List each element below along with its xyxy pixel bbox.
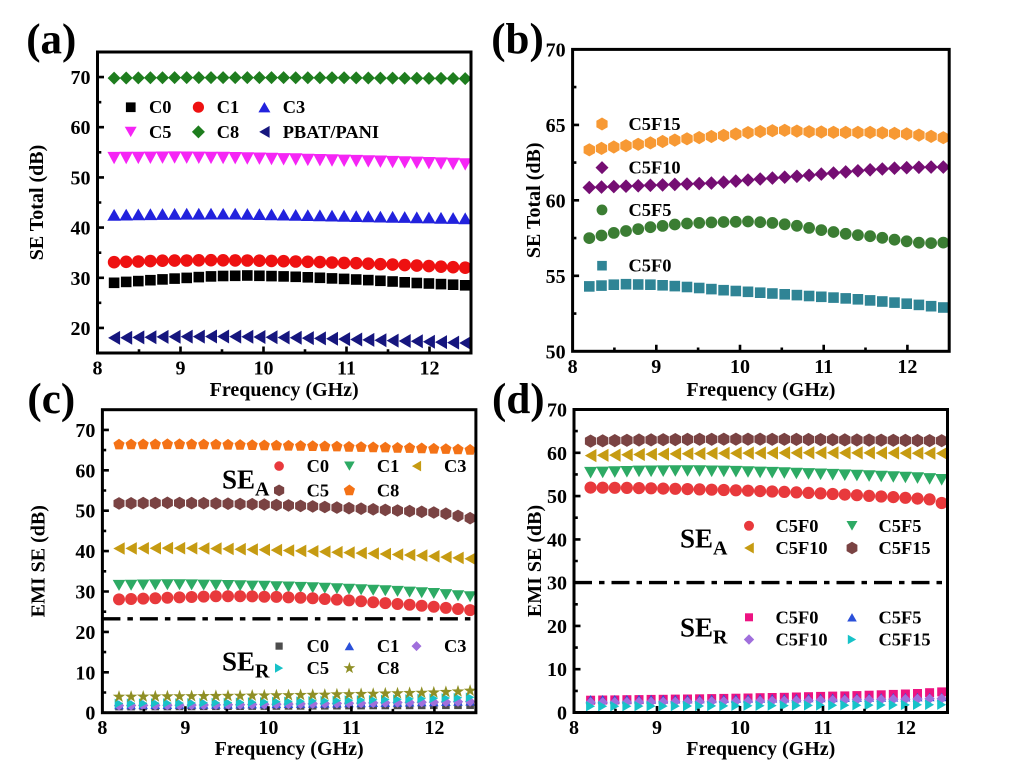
svg-text:12: 12 <box>897 356 917 378</box>
svg-text:SE Total (dB): SE Total (dB) <box>26 145 48 261</box>
svg-text:12: 12 <box>420 358 440 380</box>
svg-text:C8: C8 <box>377 658 399 678</box>
svg-text:EMI SE (dB): EMI SE (dB) <box>524 505 546 617</box>
svg-text:70: 70 <box>547 400 567 422</box>
svg-text:65: 65 <box>546 115 566 137</box>
svg-text:C8: C8 <box>217 122 239 142</box>
svg-text:(d): (d) <box>492 376 545 423</box>
svg-text:C0: C0 <box>149 97 171 117</box>
svg-text:C5F15: C5F15 <box>879 538 931 558</box>
svg-text:C5F5: C5F5 <box>879 516 922 536</box>
svg-text:60: 60 <box>71 117 91 139</box>
svg-text:8: 8 <box>568 356 578 378</box>
svg-text:C5F5: C5F5 <box>879 607 922 627</box>
svg-text:10: 10 <box>730 356 750 378</box>
svg-text:60: 60 <box>547 443 567 465</box>
svg-text:C5F15: C5F15 <box>629 114 681 134</box>
svg-text:C5F0: C5F0 <box>776 516 819 536</box>
svg-text:8: 8 <box>93 358 103 380</box>
svg-text:C8: C8 <box>377 480 399 500</box>
svg-text:C5: C5 <box>307 658 329 678</box>
svg-text:C0: C0 <box>307 456 329 476</box>
svg-text:20: 20 <box>71 318 91 340</box>
svg-text:40: 40 <box>71 218 91 240</box>
svg-text:12: 12 <box>424 717 444 739</box>
svg-text:30: 30 <box>75 582 95 604</box>
svg-text:C5F0: C5F0 <box>776 607 819 627</box>
svg-text:20: 20 <box>547 616 567 638</box>
svg-text:C1: C1 <box>377 636 399 656</box>
svg-text:C3: C3 <box>283 97 305 117</box>
svg-text:EMI SE (dB): EMI SE (dB) <box>28 505 50 617</box>
svg-text:11: 11 <box>342 717 361 739</box>
svg-text:50: 50 <box>547 486 567 508</box>
svg-text:40: 40 <box>547 529 567 551</box>
svg-text:50: 50 <box>75 501 95 523</box>
svg-text:70: 70 <box>546 39 566 61</box>
svg-text:9: 9 <box>652 717 662 739</box>
svg-text:10: 10 <box>254 358 274 380</box>
svg-text:Frequency (GHz): Frequency (GHz) <box>686 738 835 760</box>
svg-text:11: 11 <box>814 356 833 378</box>
svg-text:0: 0 <box>85 703 95 725</box>
svg-text:C5F10: C5F10 <box>629 158 681 178</box>
svg-text:8: 8 <box>569 717 579 739</box>
svg-text:0: 0 <box>557 703 567 725</box>
svg-text:60: 60 <box>546 190 566 212</box>
svg-text:10: 10 <box>547 659 567 681</box>
svg-text:20: 20 <box>75 622 95 644</box>
svg-text:Frequency (GHz): Frequency (GHz) <box>686 379 835 401</box>
svg-text:(b): (b) <box>491 16 544 63</box>
svg-text:11: 11 <box>337 358 356 380</box>
svg-text:(c): (c) <box>27 376 75 423</box>
svg-text:9: 9 <box>176 358 186 380</box>
svg-text:Frequency (GHz): Frequency (GHz) <box>210 379 359 401</box>
svg-text:12: 12 <box>896 717 916 739</box>
svg-text:60: 60 <box>75 460 95 482</box>
svg-text:C5F5: C5F5 <box>629 200 672 220</box>
svg-text:40: 40 <box>75 541 95 563</box>
svg-text:30: 30 <box>71 268 91 290</box>
svg-text:(a): (a) <box>26 16 76 63</box>
svg-text:30: 30 <box>547 573 567 595</box>
svg-text:10: 10 <box>258 717 278 739</box>
svg-text:70: 70 <box>75 420 95 442</box>
svg-text:PBAT/PANI: PBAT/PANI <box>283 122 379 142</box>
svg-text:C1: C1 <box>217 97 239 117</box>
svg-text:C3: C3 <box>444 636 466 656</box>
svg-text:C5: C5 <box>149 122 171 142</box>
svg-text:55: 55 <box>546 266 566 288</box>
svg-text:9: 9 <box>180 717 190 739</box>
svg-text:70: 70 <box>71 67 91 89</box>
svg-text:C1: C1 <box>377 456 399 476</box>
svg-text:C5F15: C5F15 <box>879 630 931 650</box>
svg-text:C0: C0 <box>307 636 329 656</box>
svg-text:SE Total (dB): SE Total (dB) <box>523 142 545 258</box>
svg-text:50: 50 <box>546 341 566 363</box>
svg-text:C5: C5 <box>307 480 329 500</box>
svg-text:C5F10: C5F10 <box>776 538 828 558</box>
svg-text:8: 8 <box>97 717 107 739</box>
svg-text:50: 50 <box>71 167 91 189</box>
svg-text:C5F10: C5F10 <box>776 630 828 650</box>
svg-text:11: 11 <box>814 717 833 739</box>
svg-text:10: 10 <box>730 717 750 739</box>
svg-text:Frequency (GHz): Frequency (GHz) <box>215 738 364 760</box>
svg-text:9: 9 <box>651 356 661 378</box>
svg-text:C5F0: C5F0 <box>629 256 672 276</box>
svg-text:10: 10 <box>75 662 95 684</box>
svg-text:C3: C3 <box>444 456 466 476</box>
